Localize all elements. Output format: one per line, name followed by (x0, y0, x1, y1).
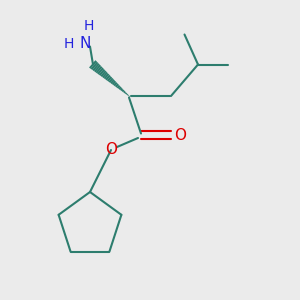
Text: O: O (105, 142, 117, 158)
Text: H: H (64, 37, 74, 50)
Text: O: O (174, 128, 186, 142)
Text: H: H (83, 19, 94, 32)
Text: N: N (80, 36, 91, 51)
